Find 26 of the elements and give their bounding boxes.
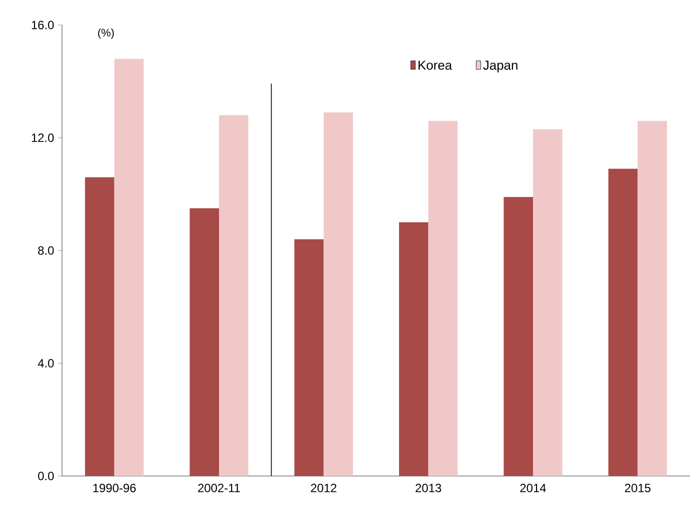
y-tick-label: 4.0 bbox=[38, 359, 54, 368]
x-tick-label: 2012 bbox=[310, 484, 336, 492]
legend-label: Japan bbox=[483, 60, 518, 72]
y-axis-title: (%) bbox=[98, 28, 114, 39]
y-tick-label: 16.0 bbox=[32, 20, 54, 30]
y-tick-label: 8.0 bbox=[38, 246, 54, 255]
bar bbox=[608, 168, 638, 476]
bar bbox=[324, 112, 353, 476]
bar bbox=[294, 239, 324, 476]
bar bbox=[219, 115, 248, 476]
y-tick-label: 0.0 bbox=[38, 472, 54, 480]
x-tick-label: 2013 bbox=[416, 484, 442, 492]
bar bbox=[428, 120, 458, 476]
x-tick-label: 1990-96 bbox=[93, 484, 136, 492]
bar bbox=[399, 222, 428, 476]
bar bbox=[533, 129, 562, 476]
bar bbox=[638, 120, 667, 476]
bar bbox=[114, 58, 144, 476]
x-tick-label: 2002-11 bbox=[198, 484, 240, 492]
bar bbox=[190, 208, 219, 476]
bar bbox=[85, 177, 114, 476]
legend-label: Korea bbox=[418, 60, 452, 70]
x-tick-label: 2015 bbox=[624, 484, 650, 492]
x-tick-label: 2014 bbox=[520, 484, 546, 492]
bar bbox=[504, 196, 534, 476]
y-tick-label: 12.0 bbox=[32, 134, 54, 142]
